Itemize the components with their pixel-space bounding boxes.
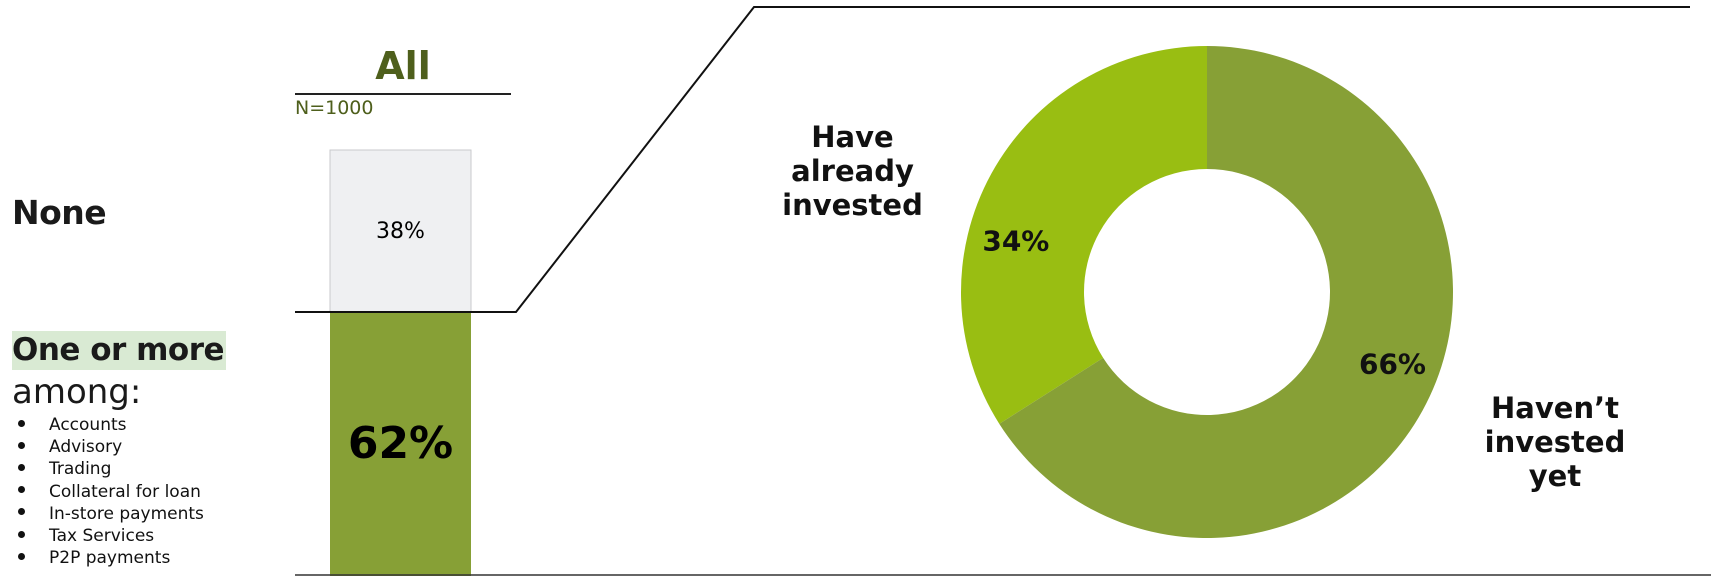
bullet-icon xyxy=(18,486,25,494)
bar-segment-none xyxy=(329,149,472,313)
donut-label-have-invested: 34% xyxy=(982,225,1049,258)
column-title: All xyxy=(375,44,431,88)
stacked-bar: 38% 62% xyxy=(329,149,472,576)
donut-slice-have-invested xyxy=(961,46,1207,424)
list-item: In-store payments xyxy=(18,503,204,525)
zoom-connector-line xyxy=(295,6,1690,313)
row-label-one-or-more: One or more xyxy=(12,331,227,370)
column-title-underline xyxy=(295,93,511,95)
bullet-icon xyxy=(18,441,25,449)
legend-not-yet-invested: Haven’t invested yet xyxy=(1484,391,1626,493)
list-item: Tax Services xyxy=(18,525,204,547)
bar-segment-one-or-more xyxy=(330,311,471,576)
bullet-icon xyxy=(18,552,25,560)
sample-size-label: N=1000 xyxy=(295,97,374,119)
row-label-among: among: xyxy=(12,372,142,412)
list-item: P2P payments xyxy=(18,547,204,569)
row-labels-panel: None One or more among: Accounts Advisor… xyxy=(0,0,280,576)
bullet-icon xyxy=(18,419,25,427)
bar-label-one-or-more: 62% xyxy=(348,418,453,469)
row-label-none: None xyxy=(12,193,107,232)
donut-chart: 34% 66% xyxy=(961,46,1453,539)
donut-slice-not-yet-invested xyxy=(999,46,1453,539)
bullet-icon xyxy=(18,463,25,471)
legend-have-invested: Have already invested xyxy=(782,120,923,222)
bullet-icon xyxy=(18,508,25,516)
list-item: Collateral for loan xyxy=(18,481,204,503)
bullet-icon xyxy=(18,530,25,538)
column-header: All xyxy=(295,40,511,92)
bar-label-none: 38% xyxy=(376,219,425,244)
list-item: Advisory xyxy=(18,436,204,458)
list-item: Trading xyxy=(18,458,204,480)
service-list: Accounts Advisory Trading Collateral for… xyxy=(18,414,204,569)
list-item: Accounts xyxy=(18,414,204,436)
donut-label-not-yet-invested: 66% xyxy=(1359,347,1426,380)
